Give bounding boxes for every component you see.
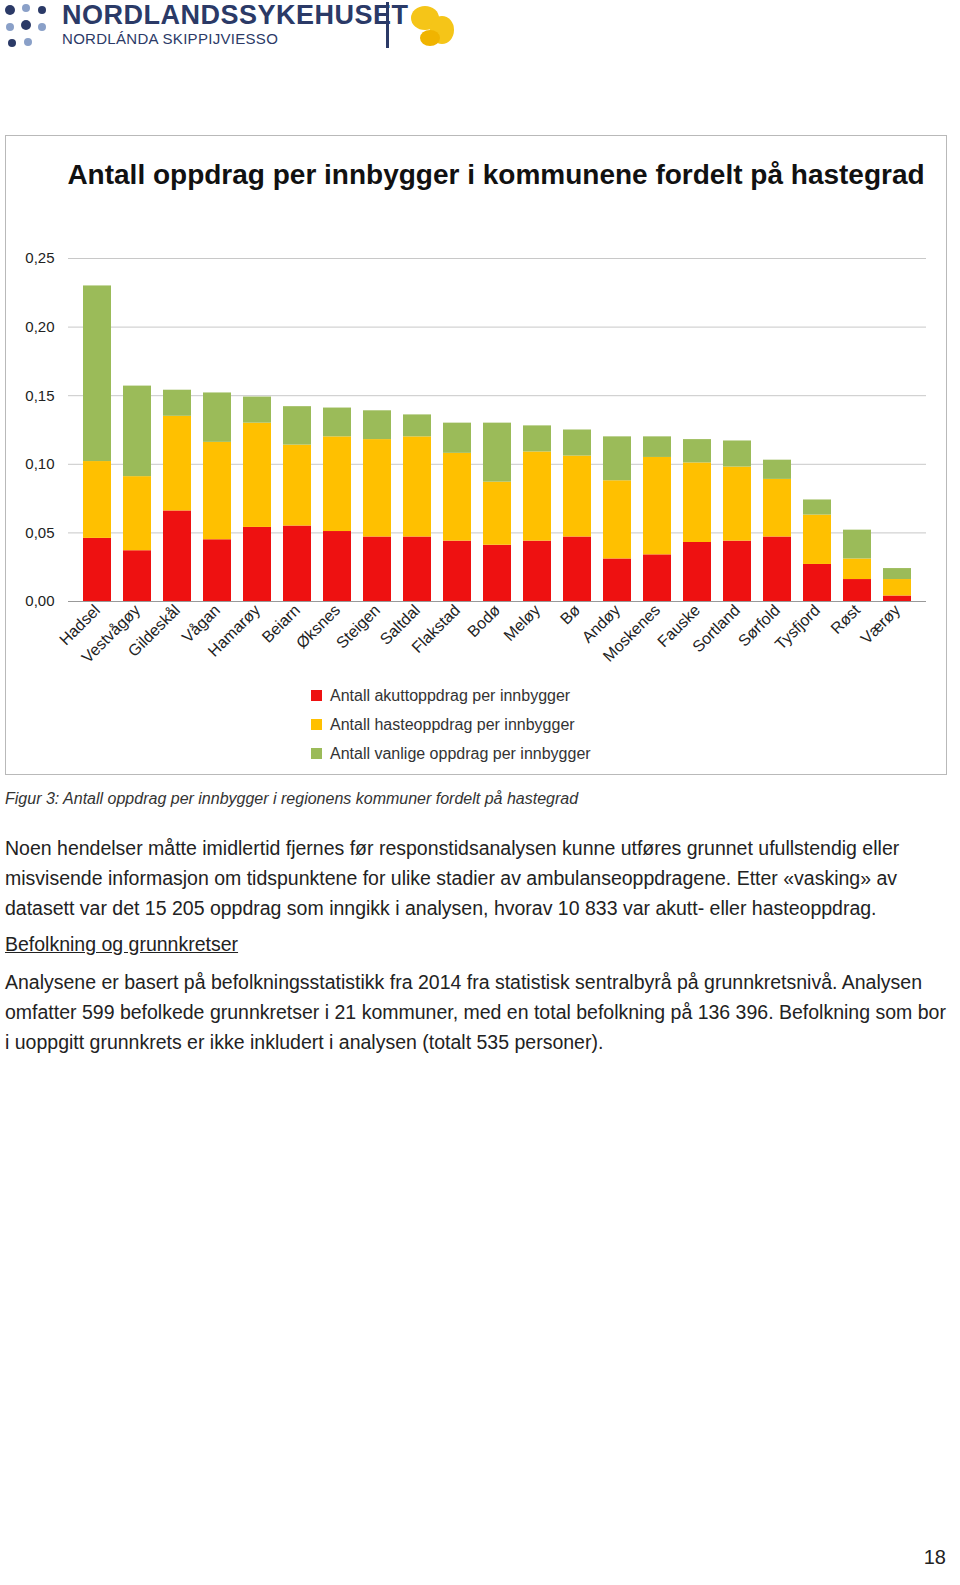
svg-text:Fauske: Fauske [654, 601, 704, 651]
svg-text:Gildeskål: Gildeskål [125, 601, 184, 660]
svg-text:0,25: 0,25 [25, 249, 54, 266]
svg-text:Vestvågøy: Vestvågøy [78, 601, 144, 667]
html-text:18: 18 [923, 1546, 946, 1568]
svg-text:Saltdal: Saltdal [376, 601, 424, 648]
html-text:Antall akuttoppdrag per innbyg: Antall akuttoppdrag per innbygger [330, 686, 571, 704]
html-text:Antall vanlige oppdrag per inn: Antall vanlige oppdrag per innbygger [330, 744, 591, 762]
html-text:Analysene er basert på befolkn: Analysene er basert på befolkningsstatis… [5, 971, 946, 1053]
svg-text:Bodø: Bodø [464, 601, 503, 640]
svg-text:Røst: Røst [827, 601, 863, 637]
svg-text:Steigen: Steigen [333, 601, 383, 651]
svg-text:Hadsel: Hadsel [56, 601, 104, 649]
svg-text:Beiarn: Beiarn [258, 601, 304, 646]
html-text:Noen hendelser måtte imidlerti: Noen hendelser måtte imidlertid fjernes … [5, 837, 900, 919]
svg-text:Vågan: Vågan [178, 601, 224, 646]
html-text:Antall oppdrag per innbygger i: Antall oppdrag per innbygger i kommunene… [67, 159, 925, 190]
svg-text:0,15: 0,15 [25, 387, 54, 404]
html-text:Befolkning og grunnkretser: Befolkning og grunnkretser [5, 933, 239, 955]
svg-text:Bø: Bø [557, 601, 584, 628]
svg-text:0,00: 0,00 [25, 592, 54, 609]
html-text:NORDLANDSSYKEHUSET: NORDLANDSSYKEHUSET [62, 0, 409, 30]
svg-text:Andøy: Andøy [578, 601, 624, 646]
html-text:Figur 3: Antall oppdrag per in: Figur 3: Antall oppdrag per innbygger i … [5, 790, 579, 807]
svg-text:Moskenes: Moskenes [600, 601, 664, 665]
html-text:Antall hasteoppdrag per innbyg: Antall hasteoppdrag per innbygger [330, 715, 575, 733]
svg-text:Hamarøy: Hamarøy [205, 601, 264, 660]
svg-text:0,20: 0,20 [25, 318, 54, 335]
svg-text:Tysfjord: Tysfjord [772, 601, 824, 653]
svg-text:0,05: 0,05 [25, 524, 54, 541]
html-text:NORDLÁNDA SKIPPIJVIESSO: NORDLÁNDA SKIPPIJVIESSO [62, 30, 279, 47]
svg-text:Flakstad: Flakstad [408, 601, 463, 656]
svg-text:0,10: 0,10 [25, 455, 54, 472]
svg-text:Sørfold: Sørfold [734, 601, 784, 650]
svg-text:Øksnes: Øksnes [293, 601, 343, 651]
svg-text:Sortland: Sortland [689, 601, 743, 655]
svg-text:Meløy: Meløy [500, 601, 543, 644]
svg-text:Værøy: Værøy [857, 601, 903, 647]
